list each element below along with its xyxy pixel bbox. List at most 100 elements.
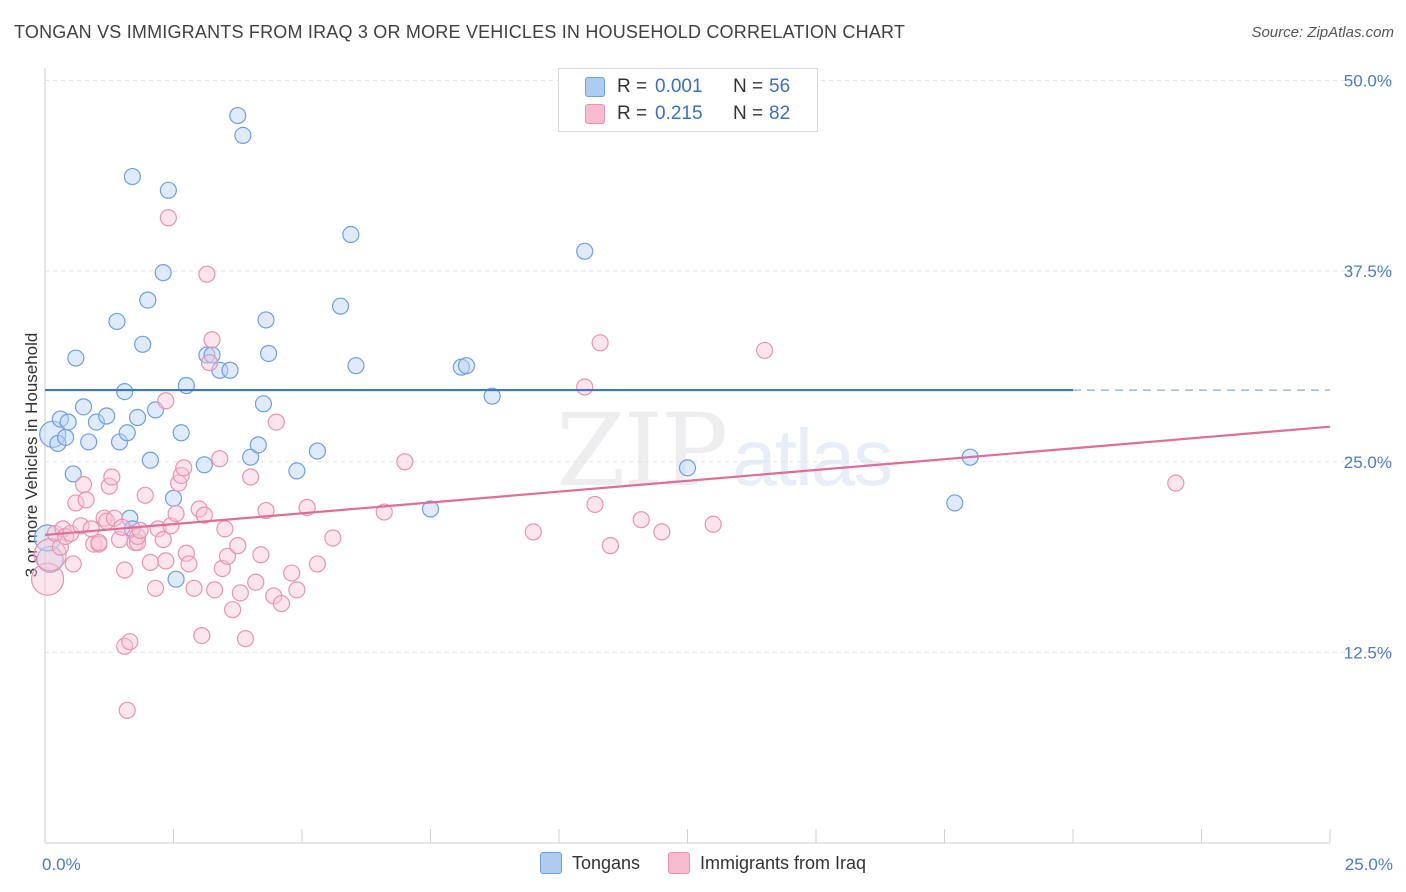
- tongans-point: [259, 344, 278, 363]
- tongans-point: [242, 448, 260, 466]
- tongans-point: [59, 413, 77, 431]
- tongans-point: [108, 312, 126, 331]
- iraq-point: [632, 511, 650, 529]
- x-tick-label: 0.0%: [42, 855, 81, 874]
- iraq-point: [51, 538, 70, 556]
- iraq-point: [121, 633, 139, 651]
- tongans-point: [347, 357, 365, 375]
- iraq-point: [653, 523, 671, 541]
- legend-item-tongans[interactable]: Tongans: [539, 852, 640, 874]
- iraq-point: [159, 209, 177, 227]
- legend-swatch-iraq: [668, 852, 690, 874]
- tongans-point: [87, 413, 106, 431]
- iraq-point: [257, 501, 275, 520]
- tongans-point: [483, 387, 501, 405]
- iraq-point: [67, 494, 85, 512]
- x-tick-label: 25.0%: [1345, 855, 1393, 874]
- iraq-point: [103, 468, 121, 486]
- iraq-point: [586, 495, 604, 514]
- iraq-point: [1167, 474, 1185, 492]
- tongans-point: [33, 524, 62, 552]
- tongans-point: [128, 408, 147, 427]
- legend-swatch-iraq: [585, 104, 605, 124]
- tongans-point: [154, 264, 172, 282]
- iraq-point: [224, 601, 242, 619]
- tongans-point: [167, 570, 185, 588]
- iraq-point: [229, 537, 247, 555]
- y-tick-label: 12.5%: [1344, 643, 1392, 662]
- series-legend: Tongans Immigrants from Iraq: [0, 852, 1406, 874]
- iraq-point: [396, 453, 414, 471]
- iraq-point: [236, 630, 255, 648]
- iraq-point: [157, 392, 175, 410]
- tongans-point: [116, 383, 134, 401]
- n-value-tongans: 56: [769, 76, 791, 97]
- n-label: N =: [733, 103, 764, 124]
- legend-swatch-tongans: [585, 77, 605, 97]
- source-credit: Source: ZipAtlas.com: [1251, 24, 1394, 41]
- chart-title: TONGAN VS IMMIGRANTS FROM IRAQ 3 OR MORE…: [14, 22, 906, 42]
- tongans-point: [257, 311, 275, 329]
- iraq-point: [267, 413, 285, 431]
- iraq-point: [185, 579, 203, 597]
- stats-legend-row-tongans: R = 0.001 N = 56: [585, 74, 790, 100]
- tongans-point: [139, 291, 157, 309]
- iraq-point: [141, 553, 159, 572]
- tongans-point: [576, 242, 594, 260]
- legend-label-tongans: Tongans: [571, 852, 640, 873]
- iraq-point: [216, 520, 234, 538]
- tongans-point: [67, 349, 85, 367]
- tongans-point: [221, 361, 239, 379]
- iraq-point: [324, 529, 342, 547]
- iraq-point: [193, 626, 211, 645]
- iraq-point: [146, 579, 165, 597]
- iraq-point: [175, 459, 193, 477]
- iraq-point: [116, 561, 134, 579]
- iraq-point: [247, 573, 265, 591]
- tongans-point: [64, 465, 82, 483]
- y-tick-label: 25.0%: [1344, 453, 1392, 472]
- y-tick-label: 50.0%: [1344, 72, 1392, 91]
- tongans-point: [80, 433, 98, 451]
- iraq-point: [198, 265, 216, 283]
- iraq-point: [211, 450, 229, 468]
- iraq-point: [203, 331, 221, 349]
- iraq-point: [200, 354, 219, 372]
- tongans-point: [457, 357, 476, 375]
- tongans-point: [229, 106, 247, 125]
- iraq-point: [218, 547, 237, 565]
- tongans-point: [249, 436, 267, 454]
- iraq-point: [242, 468, 260, 486]
- iraq-point: [136, 486, 154, 504]
- legend-item-iraq[interactable]: Immigrants from Iraq: [668, 852, 866, 874]
- tongans-point: [254, 395, 273, 413]
- tongans-point: [342, 225, 360, 244]
- tongans-point: [118, 424, 136, 442]
- iraq-point: [755, 341, 774, 360]
- n-label: N =: [733, 76, 764, 97]
- tongans-point: [164, 489, 183, 507]
- iraq-point: [288, 581, 306, 599]
- tongans-point: [195, 456, 213, 474]
- iraq-point: [576, 378, 594, 396]
- iraq-point: [157, 552, 175, 570]
- iraq-point: [591, 334, 609, 352]
- tongans-point: [331, 297, 350, 315]
- iraq-point: [252, 546, 270, 564]
- r-value-iraq: 0.215: [655, 103, 703, 124]
- iraq-point: [272, 594, 291, 613]
- iraq-point: [601, 537, 620, 555]
- iraq-point: [77, 491, 95, 509]
- iraq-point: [116, 637, 134, 655]
- n-value-iraq: 82: [769, 103, 791, 124]
- legend-label-iraq: Immigrants from Iraq: [700, 852, 867, 873]
- iraq-point: [283, 564, 301, 582]
- y-tick-label: 37.5%: [1344, 262, 1392, 281]
- tongans-point: [141, 451, 159, 469]
- iraq-point: [206, 581, 224, 599]
- iraq-point: [704, 515, 722, 533]
- iraq-point: [118, 701, 136, 719]
- iraq-point: [30, 562, 65, 596]
- iraq-point: [375, 503, 393, 521]
